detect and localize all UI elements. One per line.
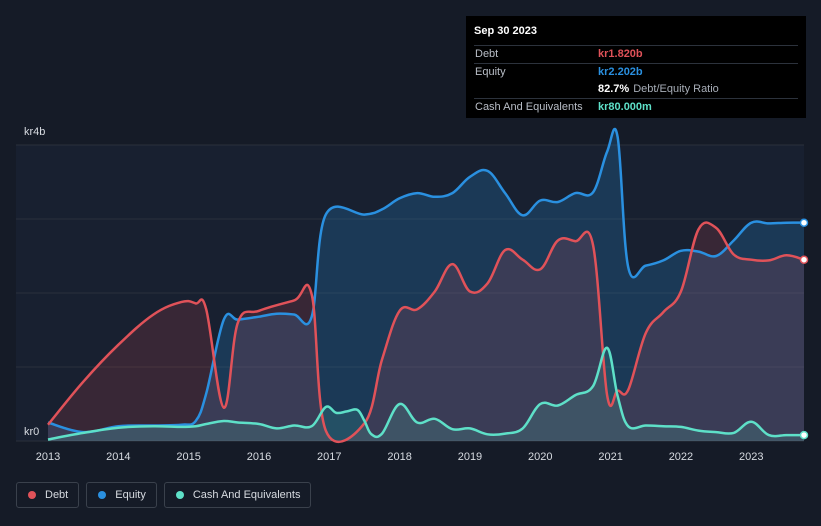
x-tick-label: 2017 bbox=[317, 451, 341, 463]
chart-legend: Debt Equity Cash And Equivalents bbox=[16, 482, 318, 508]
data-tooltip: Sep 30 2023 Debt kr1.820b Equity kr2.202… bbox=[466, 16, 806, 118]
legend-item-debt[interactable]: Debt bbox=[16, 482, 80, 508]
equity-area bbox=[48, 128, 804, 441]
x-tick-label: 2016 bbox=[247, 451, 271, 463]
x-tick-label: 2020 bbox=[528, 451, 552, 463]
legend-cash-label: Cash And Equivalents bbox=[192, 489, 301, 501]
x-tick-label: 2013 bbox=[36, 451, 60, 463]
tooltip-cash-label: Cash And Equivalents bbox=[475, 101, 583, 113]
x-tick-label: 2015 bbox=[176, 451, 200, 463]
cash-line bbox=[47, 346, 804, 441]
tooltip-ratio-value: 82.7% bbox=[598, 83, 630, 95]
x-tick-label: 2023 bbox=[739, 451, 763, 463]
cash-dot-icon bbox=[175, 491, 184, 499]
equity-line bbox=[47, 127, 805, 434]
tooltip-equity-value: kr2.202b bbox=[598, 66, 643, 78]
x-tick-label: 2014 bbox=[106, 451, 130, 463]
tooltip-equity-label: Equity bbox=[475, 66, 506, 78]
tooltip-row-equity: Equity kr2.202b bbox=[474, 63, 798, 81]
tooltip-cash-value: kr80.000m bbox=[598, 101, 652, 113]
x-tick-label: 2018 bbox=[387, 451, 411, 463]
cash-area bbox=[48, 347, 804, 441]
legend-item-cash[interactable]: Cash And Equivalents bbox=[163, 482, 312, 508]
tooltip-ratio-label: Debt/Equity Ratio bbox=[633, 83, 719, 95]
debt-area bbox=[48, 222, 804, 442]
x-axis-ticks: 2013 2014 2015 2016 2017 2018 2019 2020 2021 2022… bbox=[36, 451, 764, 463]
debt-end-marker bbox=[799, 255, 809, 264]
x-tick-label: 2022 bbox=[669, 451, 693, 463]
y-tick-label-zero: kr0 bbox=[24, 426, 39, 438]
legend-debt-label: Debt bbox=[45, 489, 69, 501]
tooltip-row-cash: Cash And Equivalents kr80.000m bbox=[474, 98, 798, 116]
cash-end-marker bbox=[799, 430, 809, 440]
equity-dot-icon bbox=[98, 491, 107, 499]
tooltip-row-debt: Debt kr1.820b bbox=[474, 45, 798, 63]
legend-item-equity[interactable]: Equity bbox=[86, 482, 157, 508]
tooltip-date: Sep 30 2023 bbox=[474, 25, 537, 37]
tooltip-row-ratio: 82.7% Debt/Equity Ratio bbox=[474, 81, 798, 98]
tooltip-debt-label: Debt bbox=[475, 48, 499, 60]
x-tick-label: 2019 bbox=[458, 451, 482, 463]
x-tick-label: 2021 bbox=[598, 451, 622, 463]
legend-equity-label: Equity bbox=[115, 489, 146, 501]
tooltip-debt-value: kr1.820b bbox=[598, 48, 643, 60]
debt-dot-icon bbox=[28, 491, 36, 499]
series-lines bbox=[47, 127, 805, 444]
end-markers bbox=[799, 218, 809, 440]
y-tick-label-max: kr4b bbox=[24, 126, 45, 138]
equity-end-marker bbox=[799, 218, 809, 227]
series-areas bbox=[48, 128, 804, 442]
debt-line bbox=[47, 221, 805, 444]
